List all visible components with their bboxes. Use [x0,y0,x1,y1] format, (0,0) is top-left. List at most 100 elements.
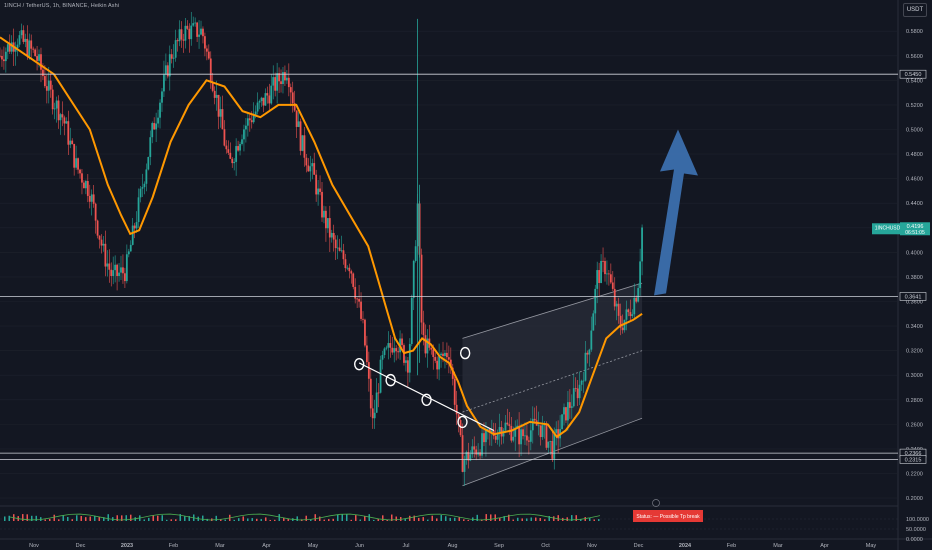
indicator-bar [76,515,78,521]
candle-body [332,232,335,240]
touch-circle-marker [354,357,365,371]
candle-body [83,182,85,189]
indicator-bar [179,514,181,521]
indicator-bar [382,515,384,521]
candle-body [198,34,200,37]
x-tick-label: Nov [587,543,597,549]
candle-body [61,114,64,118]
indicator-line [9,513,601,521]
candle-body [28,40,31,57]
candle-body [506,422,509,425]
touch-circle-marker [457,415,468,429]
candle-body [606,273,608,275]
indicator-bar [224,519,226,521]
indicator-bar [350,519,352,521]
candle-body [282,72,284,85]
candle-body [252,114,255,123]
candle-body [367,362,370,379]
candle-body [338,247,341,251]
candle-body [422,322,425,336]
currency-button[interactable]: USDT [903,3,927,17]
indicator-bar [359,519,361,521]
candle-body [244,125,247,130]
candle-body [365,345,368,363]
candle-body [395,348,398,352]
candle-body [334,239,337,249]
level-label: 0.3641 [905,294,922,300]
y-tick-label: 0.4600 [906,177,923,183]
candle-body [196,22,199,37]
candle-body [473,446,476,450]
indicator-bar [89,516,91,521]
candle-body [155,123,158,130]
candle-body [254,111,257,115]
candle-body [623,319,626,331]
candle-body [545,424,548,448]
candle-body [243,129,245,140]
candle-body [100,239,103,246]
info-icon[interactable] [652,499,660,507]
candle-body [116,264,118,277]
candle-body [631,314,634,317]
indicator-bar [53,514,55,521]
candle-body [405,360,407,363]
x-tick-label: May [866,543,877,549]
indicator-bar [134,517,136,521]
candle-body [346,267,349,269]
indicator-bar [454,517,456,521]
candle-body [237,146,239,151]
indicator-bar [575,515,577,521]
candle-body [147,156,150,170]
candle-body [268,95,271,104]
candle-body [389,343,392,348]
candle-body [553,432,556,459]
indicator-bar [557,515,559,521]
candle-body [45,86,48,91]
candle-body [172,57,175,59]
candle-body [180,29,183,40]
candle-body [565,407,567,421]
candle-body [555,429,558,433]
indicator-bar [598,519,600,521]
indicator-bar [62,515,64,521]
candle-body [1,55,3,60]
candle-body [63,117,66,124]
candle-body [526,435,528,441]
status-badge [633,510,703,522]
candle-body [325,210,327,229]
candle-body [510,425,513,441]
candle-body [65,121,68,124]
candle-body [444,352,446,357]
indicator-bar [508,514,510,521]
indicator-bar [125,515,127,521]
candle-body [547,441,550,448]
symbol-header[interactable]: 1INCH / TetherUS, 1h, BINANCE, Heikin As… [4,3,120,9]
x-tick-label: Jul [402,543,409,549]
candle-body [385,347,388,349]
candle-body [112,270,115,277]
candle-body [483,433,485,443]
candle-body [301,135,304,151]
indicator-bar [368,514,370,521]
candle-body [77,158,79,170]
indicator-bar [103,517,105,521]
candle-body [350,271,353,274]
candle-body [16,44,19,49]
indicator-bar [85,517,87,521]
candle-body [184,25,187,41]
candle-body [527,440,530,442]
candle-body [383,348,386,356]
candle-body [0,55,1,57]
indicator-bar [305,515,307,521]
y-tick-label: 0.4800 [906,152,923,158]
candle-body [588,349,591,355]
candle-body [406,360,409,373]
candle-body [38,54,40,61]
candle-body [153,123,156,130]
candle-body [188,28,191,40]
indicator-bar [251,518,253,521]
candle-body [496,432,499,440]
candle-body [141,187,144,189]
candle-body [53,108,56,110]
